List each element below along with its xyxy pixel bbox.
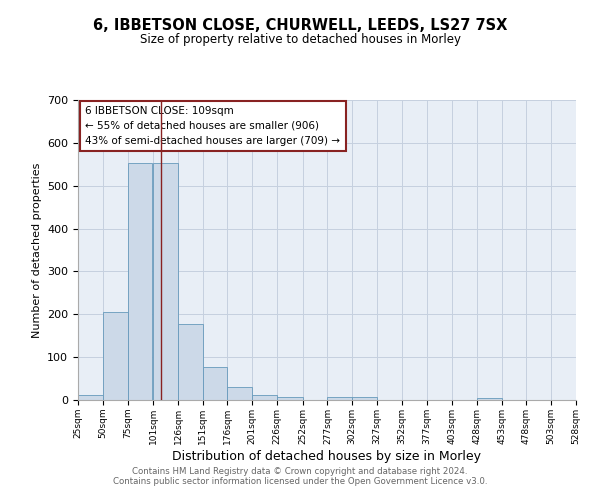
Bar [227,387,252,400]
Bar [153,163,178,400]
Bar [277,396,303,400]
Text: 6 IBBETSON CLOSE: 109sqm
← 55% of detached houses are smaller (906)
43% of semi-: 6 IBBETSON CLOSE: 109sqm ← 55% of detach… [85,106,340,146]
Bar [103,312,128,400]
Y-axis label: Number of detached properties: Number of detached properties [32,162,41,338]
Bar [328,396,352,400]
X-axis label: Distribution of detached houses by size in Morley: Distribution of detached houses by size … [173,450,482,462]
Bar [128,163,152,400]
Bar [352,396,377,400]
Bar [178,324,203,400]
Bar [78,395,103,400]
Bar [203,367,227,400]
Text: Size of property relative to detached houses in Morley: Size of property relative to detached ho… [139,32,461,46]
Bar [252,395,277,400]
Text: 6, IBBETSON CLOSE, CHURWELL, LEEDS, LS27 7SX: 6, IBBETSON CLOSE, CHURWELL, LEEDS, LS27… [93,18,507,32]
Text: Contains public sector information licensed under the Open Government Licence v3: Contains public sector information licen… [113,477,487,486]
Text: Contains HM Land Registry data © Crown copyright and database right 2024.: Contains HM Land Registry data © Crown c… [132,467,468,476]
Bar [477,398,502,400]
